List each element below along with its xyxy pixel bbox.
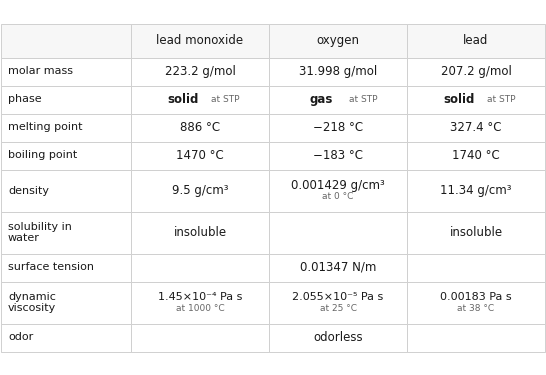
Text: at STP: at STP	[486, 95, 515, 104]
Text: at 0 °C: at 0 °C	[322, 192, 354, 201]
Text: lead: lead	[464, 34, 489, 47]
Text: at STP: at STP	[211, 95, 239, 104]
Bar	[131, 86, 269, 114]
Text: oxygen: oxygen	[317, 34, 359, 47]
Text: 11.34 g/cm³: 11.34 g/cm³	[440, 184, 512, 197]
Bar	[1, 282, 131, 324]
Bar	[407, 170, 545, 211]
Text: 1.45×10⁻⁴ Pa s: 1.45×10⁻⁴ Pa s	[158, 291, 242, 302]
Text: at STP: at STP	[348, 95, 377, 104]
Text: solubility in
water: solubility in water	[8, 222, 72, 243]
Text: dynamic
viscosity: dynamic viscosity	[8, 292, 56, 313]
Bar	[269, 254, 407, 282]
Bar	[407, 114, 545, 141]
Bar	[131, 282, 269, 324]
Bar	[269, 170, 407, 211]
Bar	[407, 211, 545, 254]
Text: melting point: melting point	[8, 123, 82, 132]
Bar	[407, 86, 545, 114]
Bar	[131, 324, 269, 351]
Bar	[131, 141, 269, 170]
Text: −218 °C: −218 °C	[313, 121, 363, 134]
Bar	[1, 324, 131, 351]
Text: phase: phase	[8, 94, 41, 105]
Bar	[269, 24, 407, 57]
Bar	[131, 24, 269, 57]
Text: 0.00183 Pa s: 0.00183 Pa s	[440, 291, 512, 302]
Text: insoluble: insoluble	[449, 226, 502, 239]
Bar	[407, 57, 545, 86]
Text: 207.2 g/mol: 207.2 g/mol	[441, 65, 512, 78]
Text: 1740 °C: 1740 °C	[452, 149, 500, 162]
Bar	[269, 86, 407, 114]
Text: at 25 °C: at 25 °C	[319, 304, 357, 313]
Bar	[407, 141, 545, 170]
Bar	[407, 324, 545, 351]
Bar	[407, 254, 545, 282]
Bar	[269, 211, 407, 254]
Text: 1470 °C: 1470 °C	[176, 149, 224, 162]
Text: 886 °C: 886 °C	[180, 121, 220, 134]
Text: 223.2 g/mol: 223.2 g/mol	[164, 65, 235, 78]
Bar	[407, 24, 545, 57]
Text: 9.5 g/cm³: 9.5 g/cm³	[172, 184, 228, 197]
Text: odorless: odorless	[313, 331, 363, 344]
Bar	[1, 114, 131, 141]
Text: 2.055×10⁻⁵ Pa s: 2.055×10⁻⁵ Pa s	[292, 291, 384, 302]
Text: boiling point: boiling point	[8, 150, 77, 160]
Bar	[131, 114, 269, 141]
Text: gas: gas	[310, 93, 333, 106]
Bar	[131, 211, 269, 254]
Bar	[269, 114, 407, 141]
Text: solid: solid	[444, 93, 475, 106]
Text: 327.4 °C: 327.4 °C	[450, 121, 502, 134]
Bar	[131, 170, 269, 211]
Bar	[1, 57, 131, 86]
Text: solid: solid	[168, 93, 199, 106]
Text: 0.01347 N/m: 0.01347 N/m	[300, 261, 376, 274]
Text: insoluble: insoluble	[174, 226, 227, 239]
Bar	[131, 254, 269, 282]
Text: 0.001429 g/cm³: 0.001429 g/cm³	[291, 179, 385, 192]
Text: lead monoxide: lead monoxide	[157, 34, 244, 47]
Text: odor: odor	[8, 333, 33, 342]
Bar	[269, 324, 407, 351]
Bar	[269, 282, 407, 324]
Text: surface tension: surface tension	[8, 262, 94, 273]
Bar	[407, 282, 545, 324]
Text: molar mass: molar mass	[8, 66, 73, 76]
Bar	[1, 24, 131, 57]
Text: at 38 °C: at 38 °C	[458, 304, 495, 313]
Bar	[1, 141, 131, 170]
Text: −183 °C: −183 °C	[313, 149, 363, 162]
Bar	[1, 86, 131, 114]
Bar	[131, 57, 269, 86]
Text: density: density	[8, 186, 49, 195]
Bar	[269, 57, 407, 86]
Bar	[1, 254, 131, 282]
Text: at 1000 °C: at 1000 °C	[176, 304, 224, 313]
Bar	[1, 211, 131, 254]
Bar	[269, 141, 407, 170]
Bar	[1, 170, 131, 211]
Text: 31.998 g/mol: 31.998 g/mol	[299, 65, 377, 78]
